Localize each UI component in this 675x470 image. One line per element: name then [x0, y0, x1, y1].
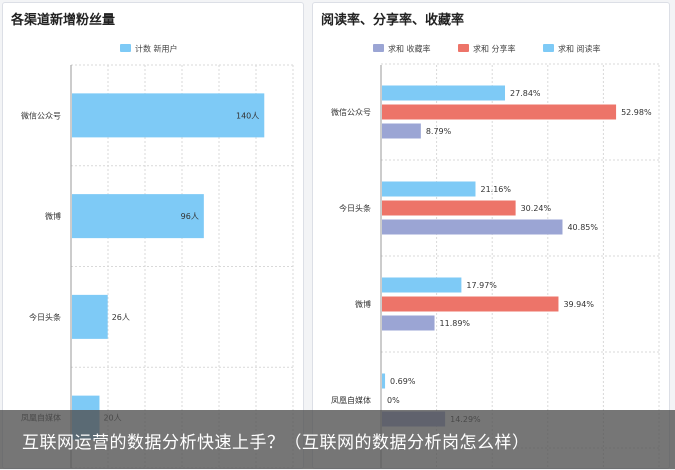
bar: [382, 219, 563, 235]
data-label: 96人: [181, 212, 199, 221]
fans-chart-title: 各渠道新增粉丝量: [11, 13, 116, 28]
legend-label: 求和 阅读率: [558, 44, 601, 54]
legend-label: 求和 收藏率: [388, 44, 431, 54]
data-label: 27.84%: [510, 89, 541, 98]
data-label: 11.89%: [440, 319, 471, 328]
bar: [382, 277, 462, 293]
category-label: 微信公众号: [21, 110, 61, 120]
category-label: 今日头条: [339, 203, 371, 213]
category-label: 微博: [355, 299, 371, 309]
bar: [382, 123, 421, 139]
category-label: 今日头条: [29, 312, 61, 322]
legend-swatch: [458, 44, 469, 52]
data-label: 17.97%: [466, 281, 497, 290]
data-label: 0%: [387, 396, 400, 405]
bar: [382, 85, 506, 101]
fans-bar-chart: 计数 新用户微信公众号140人微博96人今日头条26人凤凰自媒体20人: [21, 44, 294, 469]
bar: [382, 315, 435, 331]
rates-chart-title: 阅读率、分享率、收藏率: [321, 13, 465, 28]
category-label: 微信公众号: [331, 107, 371, 117]
category-label: 微博: [45, 211, 61, 221]
data-label: 8.79%: [426, 127, 452, 136]
bar: [382, 200, 516, 216]
bar: [382, 373, 386, 389]
caption-bar: 互联网运营的数据分析快速上手？（互联网的数据分析岗怎么样）: [0, 410, 675, 469]
bar: [382, 296, 559, 312]
data-label: 52.98%: [621, 108, 652, 117]
legend-swatch: [373, 44, 384, 52]
legend-label: 计数 新用户: [135, 44, 178, 54]
legend-swatch: [120, 44, 131, 52]
legend-swatch: [543, 44, 554, 52]
data-label: 21.16%: [480, 185, 511, 194]
bar: [382, 104, 617, 120]
bar: [72, 294, 108, 339]
bar: [382, 181, 476, 197]
data-label: 140人: [236, 111, 259, 120]
data-label: 40.85%: [567, 223, 598, 232]
fans-chart-panel: 各渠道新增粉丝量 计数 新用户微信公众号140人微博96人今日头条26人凤凰自媒…: [2, 2, 304, 469]
bar: [72, 93, 265, 138]
data-label: 39.94%: [563, 300, 594, 309]
data-label: 26人: [112, 313, 130, 322]
rates-chart-panel: 阅读率、分享率、收藏率 求和 收藏率 求和 分享率 求和 阅读率微信公众号 27.84…: [312, 2, 670, 469]
caption-text: 互联网运营的数据分析快速上手？（互联网的数据分析岗怎么样）: [22, 433, 530, 453]
data-label: 30.24%: [521, 204, 552, 213]
bar: [72, 194, 204, 239]
legend-label: 求和 分享率: [473, 44, 516, 54]
data-label: 0.69%: [390, 377, 416, 386]
category-label: 凤凰自媒体: [331, 395, 371, 405]
